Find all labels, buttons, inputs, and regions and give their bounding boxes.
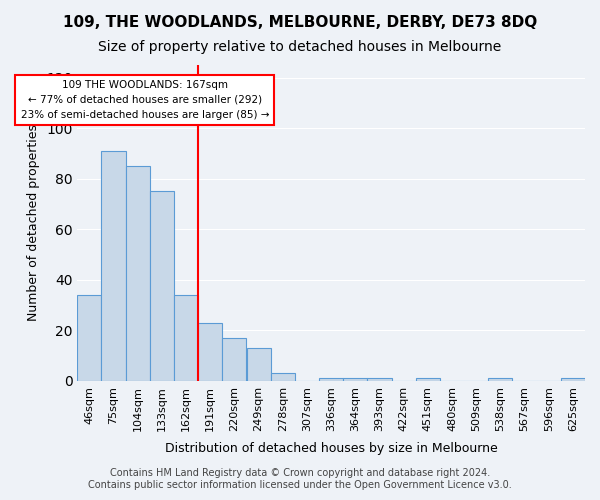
Bar: [367, 378, 392, 381]
Bar: [319, 378, 343, 381]
Bar: [77, 295, 101, 381]
Y-axis label: Number of detached properties: Number of detached properties: [28, 124, 40, 322]
Bar: [101, 151, 125, 381]
Bar: [247, 348, 271, 381]
Text: Size of property relative to detached houses in Melbourne: Size of property relative to detached ho…: [98, 40, 502, 54]
X-axis label: Distribution of detached houses by size in Melbourne: Distribution of detached houses by size …: [165, 442, 497, 455]
Text: 109, THE WOODLANDS, MELBOURNE, DERBY, DE73 8DQ: 109, THE WOODLANDS, MELBOURNE, DERBY, DE…: [63, 15, 537, 30]
Bar: [343, 378, 367, 381]
Bar: [561, 378, 585, 381]
Bar: [223, 338, 247, 381]
Text: Contains HM Land Registry data © Crown copyright and database right 2024.
Contai: Contains HM Land Registry data © Crown c…: [88, 468, 512, 490]
Bar: [488, 378, 512, 381]
Bar: [150, 192, 174, 381]
Text: 109 THE WOODLANDS: 167sqm
← 77% of detached houses are smaller (292)
23% of semi: 109 THE WOODLANDS: 167sqm ← 77% of detac…: [20, 80, 269, 120]
Bar: [174, 295, 198, 381]
Bar: [125, 166, 150, 381]
Bar: [271, 374, 295, 381]
Bar: [416, 378, 440, 381]
Bar: [198, 323, 223, 381]
